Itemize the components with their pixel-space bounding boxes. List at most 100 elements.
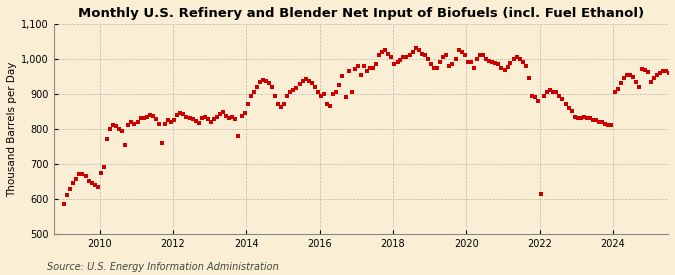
Point — [377, 50, 387, 54]
Point — [524, 76, 535, 80]
Point — [468, 65, 479, 70]
Point — [297, 78, 308, 83]
Point — [655, 71, 666, 75]
Point — [92, 185, 103, 189]
Point — [202, 117, 213, 121]
Point — [123, 123, 134, 128]
Y-axis label: Thousand Barrels per Day: Thousand Barrels per Day — [7, 61, 17, 197]
Point — [459, 53, 470, 57]
Point — [68, 181, 79, 185]
Point — [576, 116, 587, 121]
Point — [166, 120, 177, 124]
Point — [530, 95, 541, 100]
Point — [502, 64, 513, 69]
Point — [263, 81, 274, 86]
Point — [585, 116, 595, 121]
Point — [181, 114, 192, 119]
Point — [246, 94, 256, 98]
Point — [624, 72, 635, 77]
Point — [536, 191, 547, 196]
Point — [667, 76, 675, 80]
Point — [661, 69, 672, 73]
Point — [193, 120, 204, 125]
Point — [270, 94, 281, 98]
Point — [450, 57, 461, 61]
Point — [508, 57, 519, 61]
Point — [331, 90, 342, 94]
Point — [618, 76, 629, 80]
Point — [101, 137, 112, 142]
Point — [175, 111, 186, 116]
Point — [560, 102, 571, 107]
Point — [239, 111, 250, 116]
Point — [420, 53, 431, 57]
Text: Source: U.S. Energy Information Administration: Source: U.S. Energy Information Administ… — [47, 262, 279, 272]
Point — [105, 127, 115, 131]
Point — [413, 48, 424, 52]
Point — [404, 53, 415, 57]
Point — [606, 123, 617, 128]
Point — [481, 57, 491, 61]
Point — [539, 94, 549, 98]
Point — [346, 90, 357, 94]
Point — [542, 90, 553, 94]
Point — [627, 75, 638, 79]
Point — [313, 90, 323, 94]
Point — [190, 119, 201, 123]
Point — [303, 78, 314, 83]
Point — [594, 120, 605, 124]
Point — [227, 114, 238, 119]
Point — [319, 92, 329, 96]
Point — [496, 65, 507, 70]
Point — [138, 116, 149, 121]
Point — [279, 102, 290, 107]
Point — [300, 77, 311, 81]
Point — [276, 105, 287, 109]
Point — [466, 60, 477, 65]
Point — [658, 69, 669, 73]
Point — [423, 57, 433, 61]
Point — [520, 64, 531, 68]
Point — [664, 71, 675, 75]
Point — [117, 128, 128, 133]
Point — [242, 102, 253, 107]
Point — [578, 114, 589, 119]
Point — [141, 114, 152, 119]
Point — [441, 53, 452, 57]
Point — [554, 94, 565, 98]
Point — [89, 183, 100, 187]
Point — [395, 57, 406, 62]
Point — [113, 127, 124, 131]
Point — [157, 141, 167, 145]
Point — [640, 68, 651, 72]
Point — [367, 65, 378, 70]
Point — [282, 94, 293, 98]
Point — [224, 116, 235, 120]
Point — [358, 64, 369, 68]
Point — [478, 53, 489, 57]
Point — [196, 116, 207, 121]
Point — [407, 50, 418, 54]
Point — [548, 90, 559, 94]
Point — [163, 118, 173, 122]
Point — [557, 97, 568, 101]
Point — [328, 92, 339, 96]
Point — [637, 67, 647, 72]
Point — [144, 113, 155, 117]
Point — [306, 81, 317, 86]
Point — [429, 65, 439, 70]
Point — [251, 85, 262, 89]
Point — [129, 122, 140, 126]
Point — [325, 104, 335, 108]
Point — [288, 88, 299, 93]
Point — [65, 187, 76, 191]
Point — [612, 86, 623, 91]
Point — [569, 114, 580, 119]
Point — [551, 90, 562, 94]
Point — [217, 110, 228, 114]
Point — [462, 60, 473, 65]
Point — [321, 102, 332, 107]
Point — [487, 60, 497, 65]
Point — [62, 193, 73, 198]
Point — [206, 120, 217, 124]
